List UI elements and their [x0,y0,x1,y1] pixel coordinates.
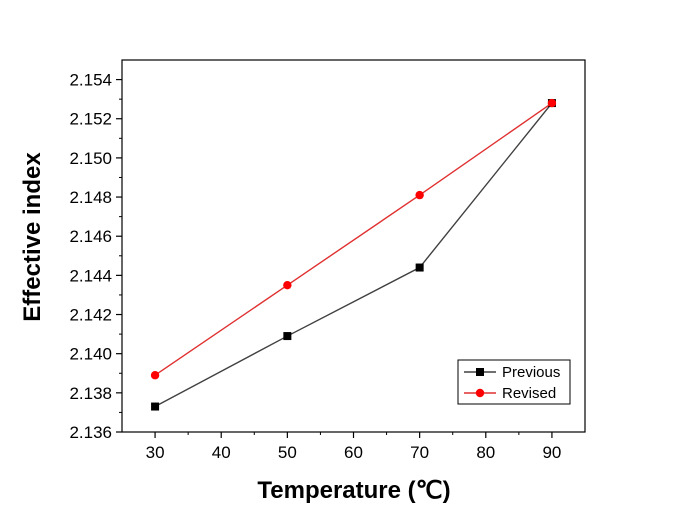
data-point-previous [415,263,424,272]
series-layer [150,98,557,411]
x-tick-label: 50 [278,443,297,462]
x-tick-label: 60 [344,443,363,462]
y-tick-label: 2.136 [69,423,112,442]
legend-box [457,359,571,405]
y-tick-label: 2.150 [69,149,112,168]
y-tick-label: 2.148 [69,188,112,207]
series-line-revised [154,102,553,376]
y-tick-label: 2.146 [69,227,112,246]
data-point-revised [415,190,424,200]
series-line-previous [154,102,553,408]
y-tick-label: 2.152 [69,110,112,129]
data-point-previous [283,332,292,341]
y-axis: 2.136 2.138 2.140 2.142 2.144 2.146 2.148 2.150… [69,71,122,442]
x-tick-label: 30 [146,443,165,462]
x-axis: 30 40 50 60 70 80 90 [146,432,561,462]
legend-marker-previous [476,368,484,376]
data-point-revised [547,98,557,108]
legend-marker-revised [475,388,485,398]
data-point-previous [151,402,160,411]
x-tick-label: 80 [476,443,495,462]
y-tick-label: 2.138 [69,384,112,403]
y-tick-label: 2.154 [69,71,112,90]
x-axis-title: Temperature (℃) [257,477,450,504]
legend: Previous Revised [457,359,571,405]
y-axis-title: Effective index [19,152,46,322]
legend-label-revised: Revised [502,385,556,402]
x-tick-label: 70 [410,443,429,462]
data-point-revised [283,280,292,290]
x-tick-label: 40 [212,443,231,462]
y-tick-label: 2.142 [69,306,112,325]
x-tick-label: 90 [542,443,561,462]
legend-label-previous: Previous [502,364,560,381]
y-tick-label: 2.140 [69,345,112,364]
data-point-revised [150,371,160,380]
y-tick-label: 2.144 [69,266,112,285]
